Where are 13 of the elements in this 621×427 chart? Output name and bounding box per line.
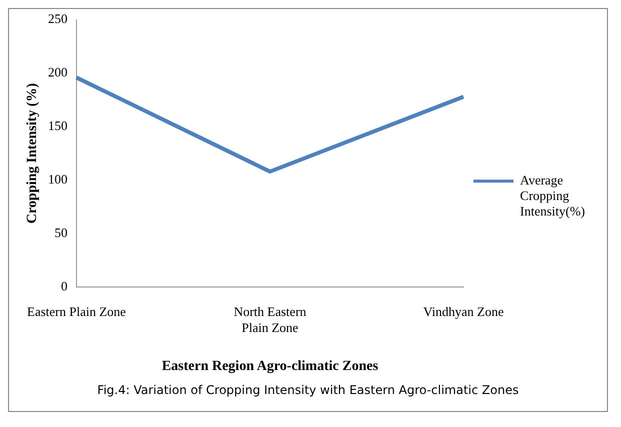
y-tick-label: 150 (48, 118, 68, 134)
y-tick-label: 0 (60, 278, 68, 294)
legend-label: Average Cropping Intensity(%) (520, 172, 586, 219)
y-tick-label: 250 (48, 11, 68, 26)
y-tick-label: 50 (54, 224, 68, 240)
x-axis-title: Eastern Region Agro-climatic Zones (162, 359, 379, 374)
y-tick-label: 200 (48, 64, 68, 80)
x-tick-label: Eastern Plain Zone (26, 304, 126, 320)
y-axis-title: Cropping Intensity (%) (25, 82, 40, 224)
x-tick-label: Vindhyan Zone (423, 304, 504, 320)
y-tick-label: 100 (48, 172, 68, 187)
caption: Fig.4: Variation of Cropping Intensity with Eastern Agro-climatic Zones (96, 382, 520, 399)
x-tick-label: North Eastern Plain Zone (234, 304, 307, 335)
